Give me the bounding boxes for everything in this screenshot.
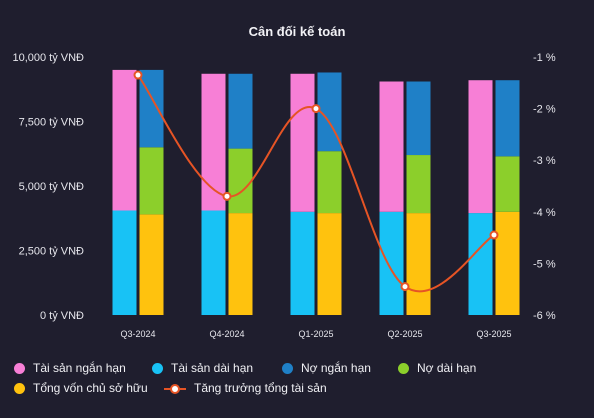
long-term-debt-swatch [398, 362, 409, 374]
legend-label: Nợ dài hạn [417, 361, 477, 375]
legend-label: Tài sản ngắn hạn [33, 361, 126, 375]
right-tick-label: -5 % [533, 258, 556, 270]
bar-segment[interactable] [139, 147, 164, 215]
legend-row-1: Tài sản ngắn hạn Tài sản dài hạn Nợ ngắn… [14, 358, 584, 378]
right-axis: -6 % -5 % -4 % -3 % -2 % -1 % [533, 52, 556, 322]
left-tick-label: 7,500 tỷ VNĐ [19, 117, 84, 129]
legend-label: Tài sản dài hạn [171, 361, 254, 375]
legend-label: Tổng vốn chủ sở hữu [33, 381, 148, 395]
legend-item-total-asset-growth[interactable]: Tăng trưởng tổng tài sản [164, 381, 327, 395]
right-tick-label: -1 % [533, 52, 556, 64]
bar-segment[interactable] [468, 213, 493, 315]
bar-segment[interactable] [139, 214, 164, 315]
growth-point[interactable] [133, 70, 143, 80]
right-tick-label: -3 % [533, 155, 556, 167]
right-tick-label: -2 % [533, 104, 556, 116]
growth-point[interactable] [489, 230, 499, 240]
bar-segment[interactable] [228, 148, 253, 214]
bar-segment[interactable] [228, 73, 253, 149]
bar-series [112, 69, 520, 315]
legend-item-long-term-debt[interactable]: Nợ dài hạn [398, 361, 508, 375]
bar-segment[interactable] [495, 211, 520, 315]
bar-segment[interactable] [468, 80, 493, 214]
bar-segment[interactable] [379, 81, 404, 212]
growth-point[interactable] [222, 191, 232, 201]
legend-label: Tăng trưởng tổng tài sản [194, 381, 327, 395]
bar-segment[interactable] [290, 73, 315, 212]
bar-segment[interactable] [317, 213, 342, 315]
x-axis: Q3-2024 Q4-2024 Q1-2025 Q2-2025 Q3-2025 [120, 329, 511, 339]
equity-swatch [14, 382, 25, 394]
legend-row-2: Tổng vốn chủ sở hữu Tăng trưởng tổng tài… [14, 378, 584, 398]
x-tick-label: Q3-2024 [120, 329, 155, 339]
bar-segment[interactable] [112, 210, 137, 315]
left-tick-label: 2,500 tỷ VNĐ [19, 246, 84, 258]
legend-item-short-term-assets[interactable]: Tài sản ngắn hạn [14, 361, 148, 375]
short-term-assets-swatch [14, 362, 25, 374]
legend: Tài sản ngắn hạn Tài sản dài hạn Nợ ngắn… [14, 358, 584, 398]
bar-segment[interactable] [317, 151, 342, 214]
left-tick-label: 0 tỷ VNĐ [40, 310, 84, 322]
legend-item-long-term-assets[interactable]: Tài sản dài hạn [152, 361, 278, 375]
legend-label: Nợ ngắn hạn [301, 361, 371, 375]
x-tick-label: Q3-2025 [476, 329, 511, 339]
legend-item-short-term-debt[interactable]: Nợ ngắn hạn [282, 361, 394, 375]
bar-segment[interactable] [495, 156, 520, 212]
bar-segment[interactable] [228, 213, 253, 315]
long-term-assets-swatch [152, 362, 163, 374]
growth-point[interactable] [400, 282, 410, 292]
left-tick-label: 10,000 tỷ VNĐ [12, 52, 84, 64]
bar-segment[interactable] [406, 81, 431, 156]
x-tick-label: Q4-2024 [209, 329, 244, 339]
bar-segment[interactable] [290, 211, 315, 315]
x-tick-label: Q2-2025 [387, 329, 422, 339]
legend-item-equity[interactable]: Tổng vốn chủ sở hữu [14, 381, 160, 395]
bar-segment[interactable] [379, 211, 404, 315]
left-axis: 0 tỷ VNĐ 2,500 tỷ VNĐ 5,000 tỷ VNĐ 7,500 tỷ… [12, 52, 84, 322]
bar-segment[interactable] [201, 210, 226, 315]
bar-segment[interactable] [201, 73, 226, 211]
short-term-debt-swatch [282, 362, 293, 374]
left-tick-label: 5,000 tỷ VNĐ [19, 181, 84, 193]
balance-sheet-chart: Cân đối kế toán 0 tỷ VNĐ 2,500 tỷ VNĐ 5,00… [12, 24, 556, 339]
right-tick-label: -4 % [533, 207, 556, 219]
bar-segment[interactable] [406, 155, 431, 214]
bar-segment[interactable] [406, 213, 431, 315]
chart-title: Cân đối kế toán [249, 24, 346, 39]
growth-line-series [133, 70, 499, 293]
growth-line-swatch [164, 383, 186, 394]
right-tick-label: -6 % [533, 310, 556, 322]
bar-segment[interactable] [495, 80, 520, 157]
x-tick-label: Q1-2025 [298, 329, 333, 339]
bar-segment[interactable] [112, 69, 137, 211]
growth-point[interactable] [311, 104, 321, 114]
